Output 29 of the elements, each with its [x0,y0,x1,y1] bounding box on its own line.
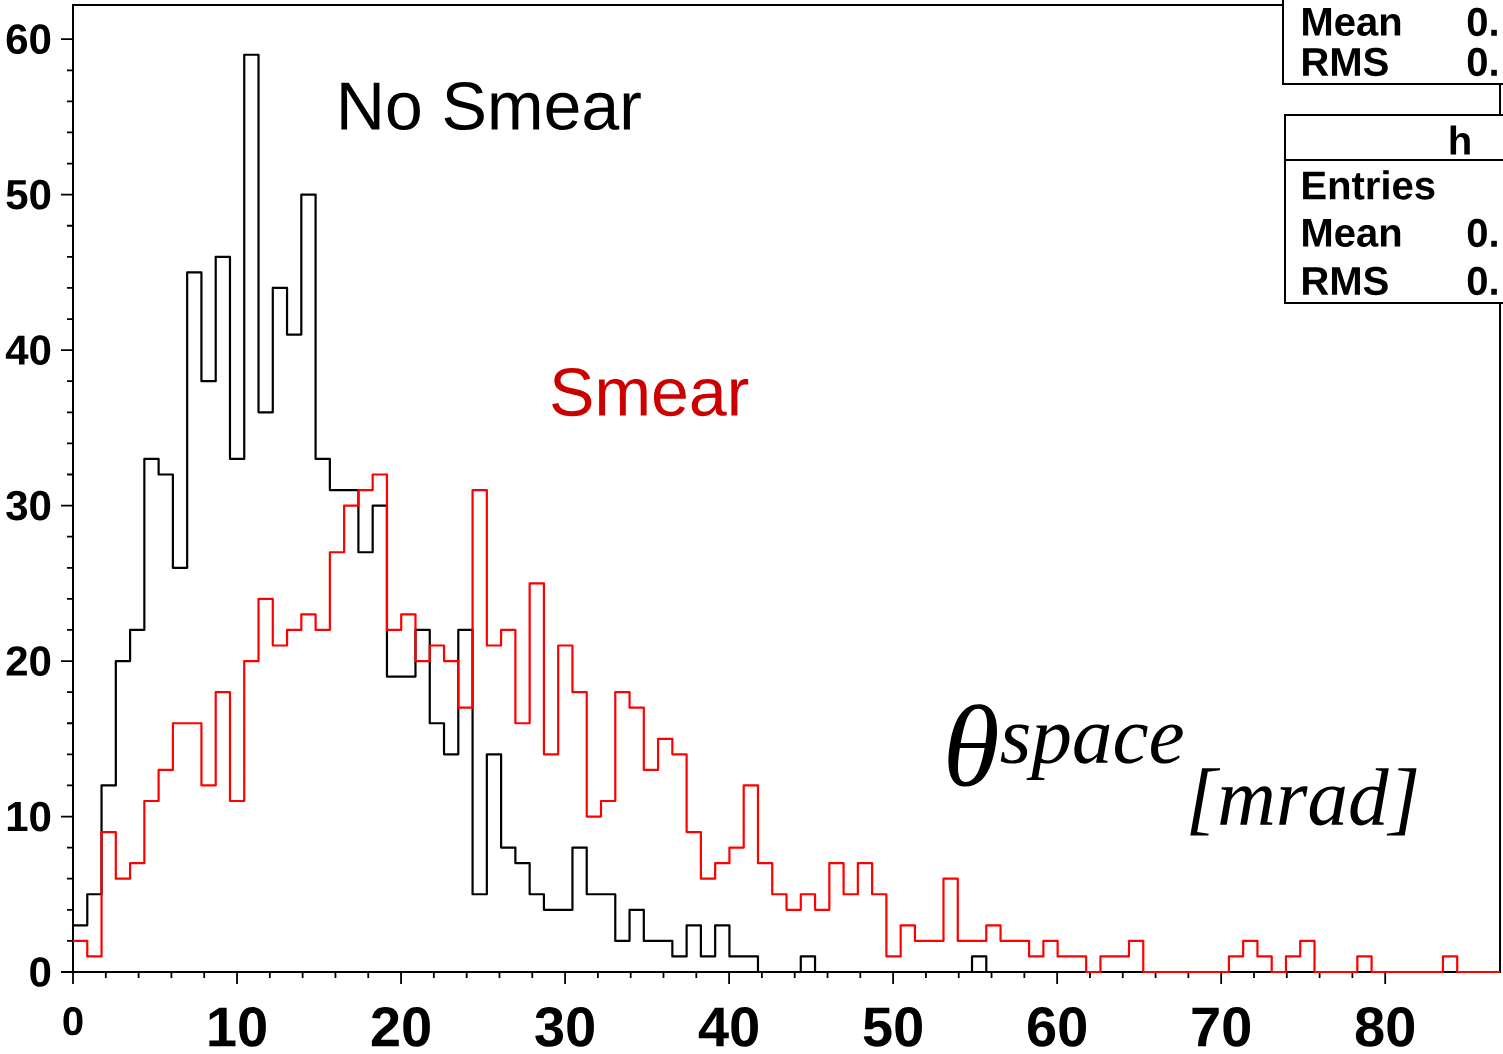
annotation: Entries [1303,170,1435,200]
annotation: h [1450,125,1470,155]
x-tick-label: 80 [1355,1007,1415,1047]
annotation: RMS [1303,266,1388,296]
annotation: 0. [1467,47,1497,77]
annotation: 0. [1467,266,1497,296]
annotation: 0. [1467,218,1497,248]
annotation: RMS [1303,47,1388,77]
y-tick-label: 40 [5,335,51,365]
series-label: Smear [552,368,749,417]
annotation: 0. [1467,7,1497,37]
annotation: Mean [1303,8,1401,36]
series-label: No Smear [341,81,641,131]
y-tick-label: 10 [7,801,51,832]
x-tick-label: 50 [863,1007,922,1047]
x-tick-label: 0 [63,1007,83,1036]
y-tick-label: 60 [6,24,51,55]
x-tick-label: 30 [535,1007,594,1047]
y-tick-label: 20 [6,646,51,676]
x-tick-label: 20 [371,1007,430,1047]
x-tick-label: 10 [209,1007,266,1047]
y-tick-label: 0 [30,957,51,987]
x-axis-title: θ$^{space}$[mrad] [948,704,1417,836]
x-tick-label: 60 [1028,1007,1086,1047]
x-tick-label: 70 [1192,1007,1251,1047]
annotation: Mean [1303,219,1401,247]
y-tick-label: 50 [6,179,51,210]
y-tick-label: 30 [6,490,51,521]
x-tick-label: 40 [698,1007,758,1047]
